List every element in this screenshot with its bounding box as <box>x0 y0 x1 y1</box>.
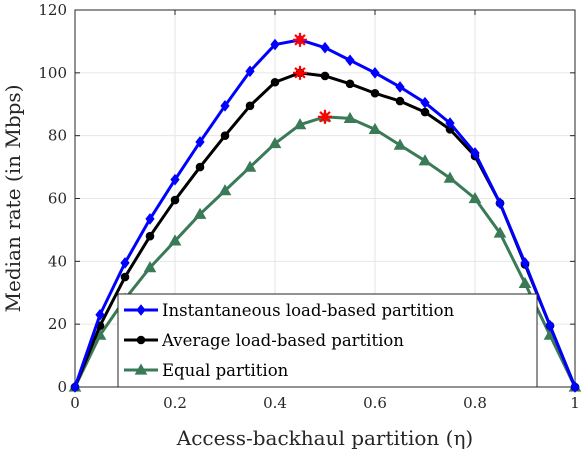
legend-marker <box>136 304 146 316</box>
y-axis-label: Median rate (in Mbps) <box>1 85 25 313</box>
y-tick-label: 20 <box>48 315 67 333</box>
legend-label: Average load-based partition <box>161 331 404 350</box>
data-point <box>170 195 180 205</box>
peak-markers <box>293 32 332 124</box>
data-point <box>418 154 432 166</box>
legend-marker <box>134 363 148 375</box>
data-point <box>143 261 157 273</box>
data-point <box>420 96 430 109</box>
data-point <box>518 276 532 288</box>
y-tick-label: 60 <box>48 190 67 208</box>
data-point <box>95 308 105 321</box>
x-tick-label: 1 <box>570 394 580 412</box>
peak-star <box>318 109 332 124</box>
data-point <box>345 54 355 67</box>
data-point <box>270 77 280 87</box>
legend-label: Instantaneous load-based partition <box>162 301 454 320</box>
data-point <box>245 65 255 78</box>
peak-star <box>293 32 307 47</box>
data-point <box>195 136 205 148</box>
peak-star-stroke <box>294 34 306 46</box>
x-tick-label: 0.6 <box>363 394 387 412</box>
y-tick-label: 0 <box>57 378 67 396</box>
y-tick-label: 100 <box>38 64 67 82</box>
data-point <box>145 231 155 241</box>
peak-star-stroke <box>294 67 306 79</box>
data-point <box>293 118 307 130</box>
data-point <box>420 107 430 117</box>
y-tick-label: 120 <box>38 1 67 19</box>
data-point <box>345 79 355 89</box>
data-point <box>395 81 405 93</box>
data-point <box>468 191 482 204</box>
tick-labels: 0 0.2 0.4 0.6 0.8 1 0 20 40 60 80 100 120 <box>38 1 579 412</box>
data-point <box>570 381 580 393</box>
y-tick-label: 40 <box>48 252 67 270</box>
data-point <box>368 122 382 135</box>
x-axis-label: Access-backhaul partition (η) <box>176 426 473 450</box>
data-point <box>245 101 255 111</box>
legend-label: Equal partition <box>162 361 289 380</box>
data-point <box>145 213 155 225</box>
data-point <box>120 257 130 269</box>
data-point <box>443 171 457 183</box>
data-point <box>320 71 330 81</box>
data-point <box>120 272 130 282</box>
data-point <box>393 138 407 150</box>
data-point <box>243 160 257 172</box>
x-tick-label: 0.4 <box>263 394 287 412</box>
data-point <box>370 88 380 98</box>
series-layer <box>68 34 581 393</box>
data-point <box>170 173 180 186</box>
data-point <box>270 38 280 51</box>
data-point <box>445 117 455 129</box>
data-point <box>193 207 207 219</box>
peak-star-stroke <box>319 111 331 123</box>
legend-marker <box>136 335 146 345</box>
data-point <box>168 234 182 246</box>
data-point <box>268 137 282 149</box>
data-point <box>495 197 505 210</box>
data-point <box>520 257 530 269</box>
legend-box <box>117 293 538 388</box>
series-diamond <box>70 34 580 393</box>
legend: Instantaneous load-based partition Averag… <box>117 293 538 388</box>
data-point <box>195 162 205 172</box>
data-point <box>395 96 405 106</box>
data-point <box>320 41 330 54</box>
data-point <box>220 131 230 140</box>
data-point <box>370 67 380 79</box>
data-point <box>545 319 555 332</box>
y-tick-label: 80 <box>48 127 67 145</box>
data-point <box>218 184 232 196</box>
x-tick-label: 0.2 <box>163 394 187 412</box>
data-point <box>343 111 357 124</box>
x-tick-label: 0.8 <box>463 394 487 412</box>
data-point <box>493 226 507 238</box>
x-tick-label: 0 <box>70 394 80 412</box>
data-point <box>70 381 80 393</box>
data-point <box>470 147 480 159</box>
peak-star <box>293 65 307 80</box>
data-point <box>220 100 230 112</box>
